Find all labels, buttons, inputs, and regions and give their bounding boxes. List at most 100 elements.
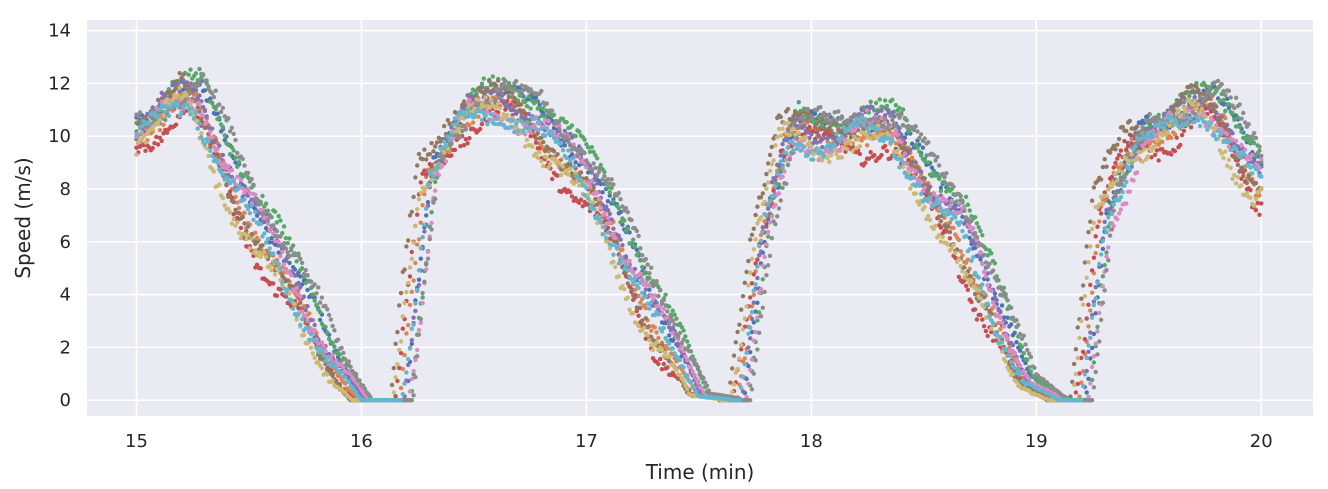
scatter-point [593, 165, 598, 171]
scatter-point [425, 200, 431, 205]
scatter-point [796, 125, 801, 130]
scatter-point [935, 154, 940, 160]
scatter-point [640, 264, 645, 270]
scatter-point [785, 106, 791, 112]
scatter-point [478, 85, 483, 90]
scatter-point [863, 160, 868, 165]
scatter-point [1088, 356, 1093, 361]
scatter-point [398, 350, 404, 356]
scatter-point [670, 308, 675, 313]
scatter-point [980, 233, 985, 238]
scatter-point [1109, 227, 1115, 232]
scatter-point [758, 195, 764, 200]
scatter-point [312, 298, 317, 303]
scatter-point [960, 253, 965, 258]
scatter-point [1089, 268, 1095, 273]
scatter-point [231, 212, 236, 217]
scatter-point [688, 365, 693, 370]
scatter-point [643, 316, 648, 321]
scatter-point [411, 368, 416, 374]
scatter-point [143, 148, 148, 153]
scatter-point [389, 382, 395, 388]
scatter-point [733, 340, 738, 345]
scatter-point [227, 189, 233, 194]
scatter-point [976, 225, 981, 230]
scatter-point [882, 143, 888, 149]
scatter-point [222, 137, 227, 143]
scatter-point [1212, 108, 1217, 114]
scatter-point [1111, 165, 1116, 170]
scatter-point [1093, 369, 1098, 375]
scatter-point [584, 142, 589, 147]
scatter-point [1082, 337, 1088, 342]
scatter-point [1088, 330, 1093, 335]
scatter-point [1032, 365, 1037, 370]
scatter-point [929, 165, 935, 170]
scatter-point [992, 291, 998, 296]
scatter-point [751, 338, 756, 343]
scatter-point [1197, 94, 1203, 100]
scatter-point [816, 126, 821, 132]
scatter-point [487, 77, 492, 83]
scatter-point [1102, 263, 1107, 268]
scatter-point [528, 106, 533, 111]
scatter-point [217, 115, 222, 121]
scatter-point [1012, 330, 1017, 335]
scatter-point [767, 253, 773, 258]
scatter-point [550, 108, 555, 113]
scatter-point [1221, 97, 1226, 103]
scatter-point [281, 224, 287, 229]
scatter-point [1089, 198, 1095, 203]
scatter-point [994, 278, 999, 283]
scatter-point [481, 76, 486, 81]
scatter-point [978, 312, 983, 318]
scatter-point [764, 242, 769, 247]
scatter-point [899, 112, 904, 117]
scatter-point [766, 234, 771, 239]
scatter-point [1098, 317, 1104, 322]
scatter-point [634, 247, 639, 252]
scatter-point [882, 98, 888, 103]
scatter-point [260, 243, 265, 248]
scatter-point [654, 279, 659, 284]
scatter-point [755, 347, 760, 352]
scatter-point [409, 398, 414, 403]
scatter-point [1093, 311, 1098, 316]
scatter-point [326, 312, 332, 318]
scatter-point [879, 108, 884, 113]
scatter-point [400, 366, 405, 372]
scatter-point [776, 206, 782, 211]
scatter-point [618, 220, 623, 225]
scatter-point [1001, 290, 1007, 295]
scatter-point [1021, 333, 1026, 338]
scatter-point [1156, 158, 1161, 163]
scatter-point [1097, 219, 1102, 224]
scatter-point [227, 193, 233, 198]
scatter-point [1131, 178, 1136, 183]
scatter-point [195, 83, 200, 88]
scatter-point [278, 254, 283, 259]
scatter-point [632, 295, 638, 300]
scatter-point [782, 169, 787, 174]
scatter-point [971, 226, 976, 231]
scatter-point [1093, 285, 1098, 290]
scatter-point [177, 89, 182, 94]
scatter-point [1122, 174, 1127, 179]
scatter-point [458, 134, 463, 140]
scatter-point [866, 156, 872, 161]
scatter-point [924, 153, 929, 158]
scatter-point [458, 144, 463, 149]
scatter-point [748, 350, 753, 355]
scatter-point [1134, 124, 1140, 129]
scatter-point [200, 104, 206, 110]
scatter-point [827, 112, 832, 117]
scatter-point [229, 167, 235, 173]
scatter-point [1077, 394, 1082, 399]
scatter-point [902, 151, 908, 156]
scatter-point [748, 398, 753, 403]
scatter-point [692, 372, 697, 377]
scatter-point [278, 218, 283, 223]
scatter-point [267, 240, 272, 245]
scatter-point [514, 78, 519, 84]
scatter-point [577, 129, 582, 134]
